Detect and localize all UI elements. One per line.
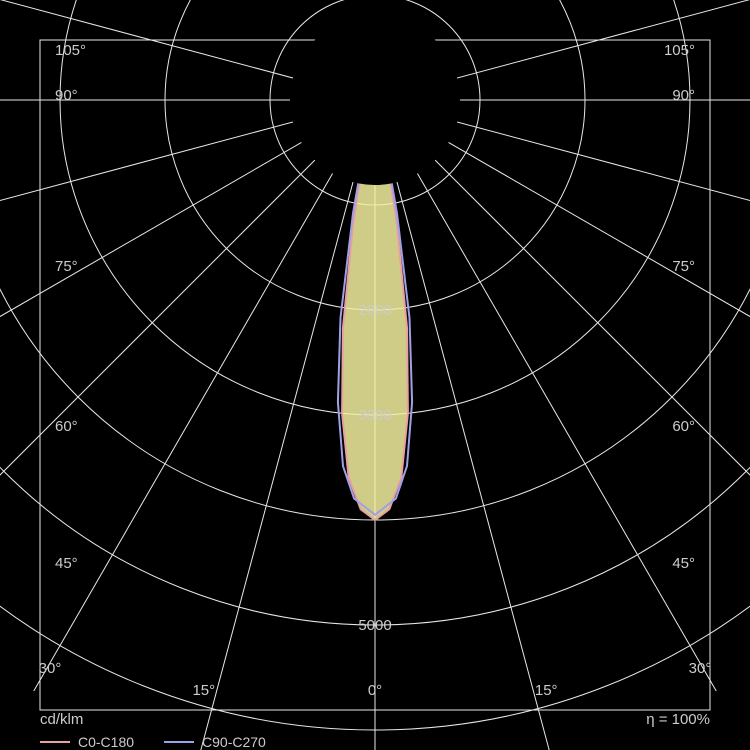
svg-text:45°: 45°: [55, 555, 78, 572]
svg-text:90°: 90°: [672, 87, 695, 104]
legend-label-c90: C90-C270: [202, 734, 266, 750]
svg-text:15°: 15°: [192, 682, 215, 699]
units-label: cd/klm: [40, 711, 83, 728]
polar-chart: 2000 3000 5000 105° 90° 75° 60° 45° 30° 15° 0° 15° 3…: [0, 0, 750, 750]
legend-item-c90: C90-C270: [164, 734, 266, 750]
svg-text:90°: 90°: [55, 87, 78, 104]
svg-text:5000: 5000: [358, 617, 391, 634]
efficiency-label: η = 100%: [646, 711, 710, 728]
legend-swatch-c90: [164, 741, 194, 743]
svg-text:2000: 2000: [358, 302, 391, 319]
bottom-label-row: cd/klm η = 100%: [40, 711, 710, 728]
svg-text:15°: 15°: [535, 682, 558, 699]
svg-text:105°: 105°: [664, 42, 695, 59]
svg-text:60°: 60°: [55, 418, 78, 435]
svg-text:75°: 75°: [55, 258, 78, 275]
svg-text:45°: 45°: [672, 555, 695, 572]
legend-swatch-c0: [40, 741, 70, 743]
svg-text:3000: 3000: [358, 407, 391, 424]
svg-text:0°: 0°: [368, 682, 382, 699]
svg-text:30°: 30°: [39, 660, 62, 677]
legend: C0-C180 C90-C270: [40, 734, 266, 750]
legend-item-c0: C0-C180: [40, 734, 134, 750]
svg-text:105°: 105°: [55, 42, 86, 59]
legend-label-c0: C0-C180: [78, 734, 134, 750]
svg-text:60°: 60°: [672, 418, 695, 435]
svg-text:30°: 30°: [689, 660, 712, 677]
svg-text:75°: 75°: [672, 258, 695, 275]
